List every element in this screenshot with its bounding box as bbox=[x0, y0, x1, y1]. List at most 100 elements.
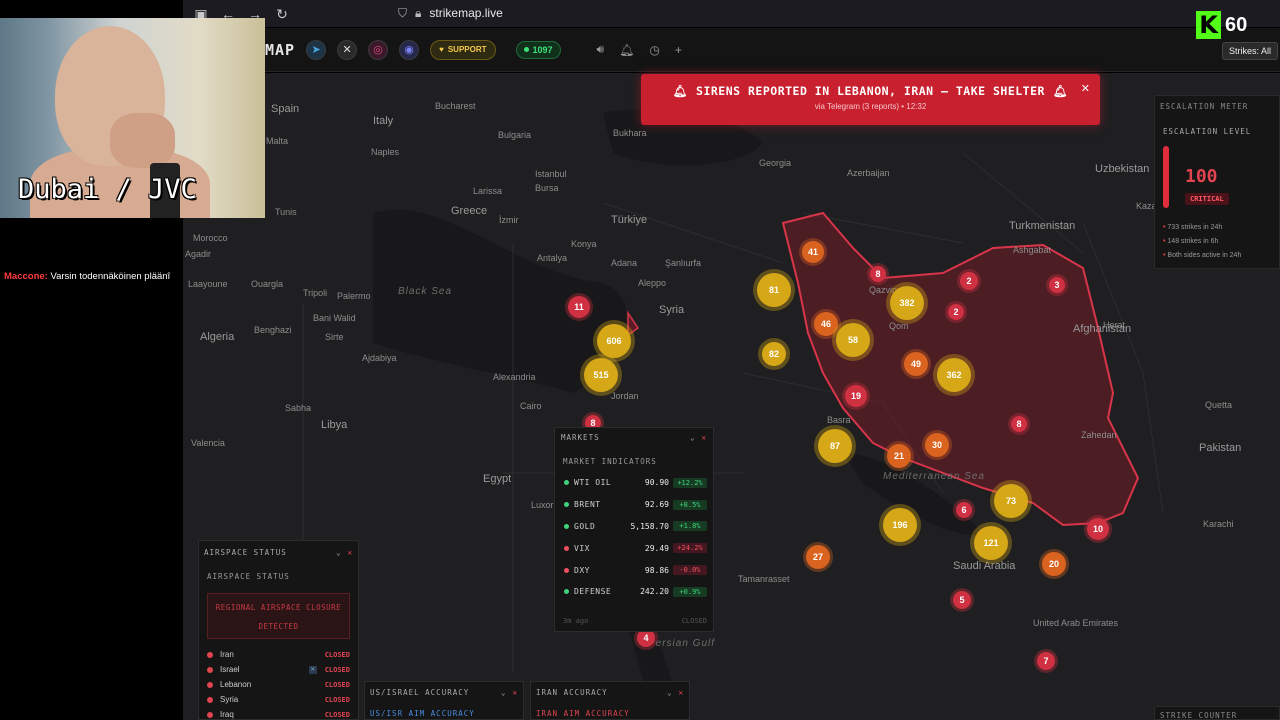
viewer-counter: K 60 bbox=[1196, 11, 1247, 39]
strike-cluster-marker[interactable]: 27 bbox=[806, 545, 830, 569]
strike-cluster-marker[interactable]: 515 bbox=[584, 358, 618, 392]
map-place-label: Egypt bbox=[483, 473, 512, 485]
map-place-label: Türkiye bbox=[611, 214, 648, 226]
map-place-label: Konya bbox=[571, 239, 597, 249]
map-place-label: Bucharest bbox=[435, 101, 476, 111]
close-icon[interactable]: ✕ bbox=[347, 548, 353, 557]
airspace-row: Iran CLOSED bbox=[199, 647, 358, 662]
map-place-label: Luxor bbox=[531, 500, 554, 510]
market-row: VIX 29.49 +24.2% bbox=[555, 537, 713, 559]
map-place-label: Spain bbox=[271, 103, 300, 115]
strike-cluster-marker[interactable]: 11 bbox=[568, 296, 590, 318]
strike-cluster-marker[interactable]: 4 bbox=[637, 629, 655, 647]
map-place-label: Saudi Arabia bbox=[953, 560, 1016, 572]
lebanon-highlight bbox=[627, 310, 640, 337]
forward-icon[interactable]: → bbox=[248, 5, 262, 22]
strike-cluster-marker[interactable]: 5 bbox=[953, 591, 971, 609]
strike-cluster-marker[interactable]: 41 bbox=[802, 241, 824, 263]
map-place-label: Aleppo bbox=[638, 278, 667, 288]
sound-icon[interactable]: 🔊︎ bbox=[596, 42, 605, 56]
strike-cluster-marker[interactable]: 7 bbox=[1037, 652, 1055, 670]
map-place-label: Bursa bbox=[535, 183, 559, 193]
country-name: Iran bbox=[220, 650, 234, 659]
strike-cluster-marker[interactable]: 362 bbox=[937, 358, 971, 392]
map-place-label: Malta bbox=[266, 136, 289, 146]
back-icon[interactable]: ← bbox=[221, 5, 235, 22]
market-change: +1.8% bbox=[673, 521, 707, 532]
map-place-label: Adana bbox=[611, 258, 638, 268]
url-text[interactable]: strikemap.live bbox=[429, 6, 503, 20]
map-place-label: Bulgaria bbox=[498, 130, 532, 140]
map-place-label: Tamanrasset bbox=[738, 574, 790, 584]
map-place-label: Naples bbox=[371, 147, 400, 157]
reload-icon[interactable]: ↻ bbox=[276, 5, 288, 22]
x-icon[interactable]: ✕ bbox=[337, 39, 358, 60]
strike-cluster-marker[interactable]: 21 bbox=[887, 444, 911, 468]
webcam-overlay: Dubai / JVC bbox=[0, 18, 265, 218]
market-row: BRENT 92.69 +8.5% bbox=[555, 494, 713, 516]
strike-cluster-marker[interactable]: 58 bbox=[836, 323, 870, 357]
escalation-bar bbox=[1163, 146, 1169, 208]
airspace-header: AIRSPACE STATUS ⌄ ✕ bbox=[199, 541, 358, 564]
collapse-icon[interactable]: ⌄ bbox=[666, 688, 673, 697]
strike-cluster-marker[interactable]: 81 bbox=[757, 273, 791, 307]
mediterranean-sea-shape bbox=[373, 209, 627, 393]
discord-icon[interactable]: ◉ bbox=[399, 39, 420, 60]
clock-icon[interactable]: ◷ bbox=[649, 42, 660, 57]
address-bar[interactable]: ⛉ 🔒︎ strikemap.live bbox=[398, 3, 1128, 23]
strike-cluster-marker[interactable]: 606 bbox=[597, 324, 631, 358]
tab-icon[interactable]: ▣ bbox=[194, 5, 208, 22]
strike-cluster-marker[interactable]: 8 bbox=[1011, 416, 1027, 432]
strike-cluster-marker[interactable]: 73 bbox=[994, 484, 1028, 518]
strike-cluster-marker[interactable]: 6 bbox=[956, 502, 972, 518]
status-dot-icon bbox=[564, 480, 569, 486]
country-name: Lebanon bbox=[220, 680, 252, 689]
support-button[interactable]: ♥ SUPPORT bbox=[430, 39, 496, 60]
strike-cluster-marker[interactable]: 2 bbox=[960, 272, 978, 290]
strike-cluster-marker[interactable]: 10 bbox=[1087, 518, 1109, 540]
market-name: VIX bbox=[574, 543, 590, 553]
add-icon[interactable]: + bbox=[674, 42, 682, 57]
close-icon[interactable]: ✕ bbox=[678, 688, 684, 697]
escalation-stat: • 148 strikes in 6h bbox=[1163, 238, 1219, 245]
strike-cluster-marker[interactable]: 2 bbox=[948, 304, 964, 320]
strike-cluster-marker[interactable]: 20 bbox=[1042, 552, 1066, 576]
siren-alert-banner[interactable]: 🔔︎ SIRENS REPORTED IN LEBANON, IRAN — TA… bbox=[641, 74, 1100, 125]
airspace-status: CLOSED bbox=[324, 680, 350, 689]
strike-cluster-marker[interactable]: 382 bbox=[890, 286, 924, 320]
bell-icon: 🔔︎ bbox=[672, 84, 689, 98]
strike-map[interactable]: Spain Italy Bucharest Bulgaria Naples Istanbu… bbox=[183, 73, 1280, 720]
telegram-icon[interactable]: ➤ bbox=[306, 39, 327, 60]
map-place-label: Afghanistan bbox=[1073, 323, 1132, 335]
map-place-label: Istanbul bbox=[535, 169, 567, 179]
strike-cluster-marker[interactable]: 30 bbox=[925, 433, 949, 457]
us-accuracy-title: US/ISRAEL ACCURACY bbox=[370, 688, 470, 697]
airspace-status: CLOSED bbox=[324, 650, 350, 659]
strikes-filter-dropdown[interactable]: Strikes: All bbox=[1222, 42, 1279, 60]
collapse-icon[interactable]: ⌄ bbox=[689, 433, 696, 442]
close-icon[interactable]: ✕ bbox=[701, 433, 707, 442]
strike-cluster-marker[interactable]: 82 bbox=[762, 342, 786, 366]
strike-cluster-marker[interactable]: 87 bbox=[818, 429, 852, 463]
close-icon[interactable]: ✕ bbox=[512, 688, 518, 697]
collapse-icon[interactable]: ⌄ bbox=[335, 548, 342, 557]
strike-cluster-marker[interactable]: 196 bbox=[883, 508, 917, 542]
market-change: +8.5% bbox=[673, 499, 707, 510]
close-icon[interactable]: ✕ bbox=[1080, 83, 1090, 95]
collapse-icon[interactable]: ⌄ bbox=[500, 688, 507, 697]
strike-cluster-marker[interactable]: 49 bbox=[904, 352, 928, 376]
bell-icon[interactable]: 🔔︎ bbox=[619, 42, 635, 57]
strike-cluster-marker[interactable]: 121 bbox=[974, 526, 1008, 560]
instagram-icon[interactable]: ◎ bbox=[368, 39, 389, 60]
strike-cluster-marker[interactable]: 46 bbox=[814, 312, 838, 336]
info-icon[interactable]: ✕ bbox=[308, 665, 317, 674]
online-count: 1097 bbox=[532, 44, 553, 55]
market-value: 92.69 bbox=[644, 500, 669, 510]
status-dot-icon bbox=[207, 681, 213, 688]
status-dot-icon bbox=[564, 567, 569, 573]
strike-cluster-marker[interactable]: 3 bbox=[1049, 277, 1065, 293]
iran-accuracy-panel: IRAN ACCURACY ⌄ ✕ IRAN AIM ACCURACY bbox=[530, 681, 690, 720]
strike-cluster-marker[interactable]: 19 bbox=[845, 385, 867, 407]
chat-text: Varsin todennäköinen pläänî bbox=[50, 271, 171, 282]
strike-cluster-marker[interactable]: 8 bbox=[870, 266, 886, 282]
